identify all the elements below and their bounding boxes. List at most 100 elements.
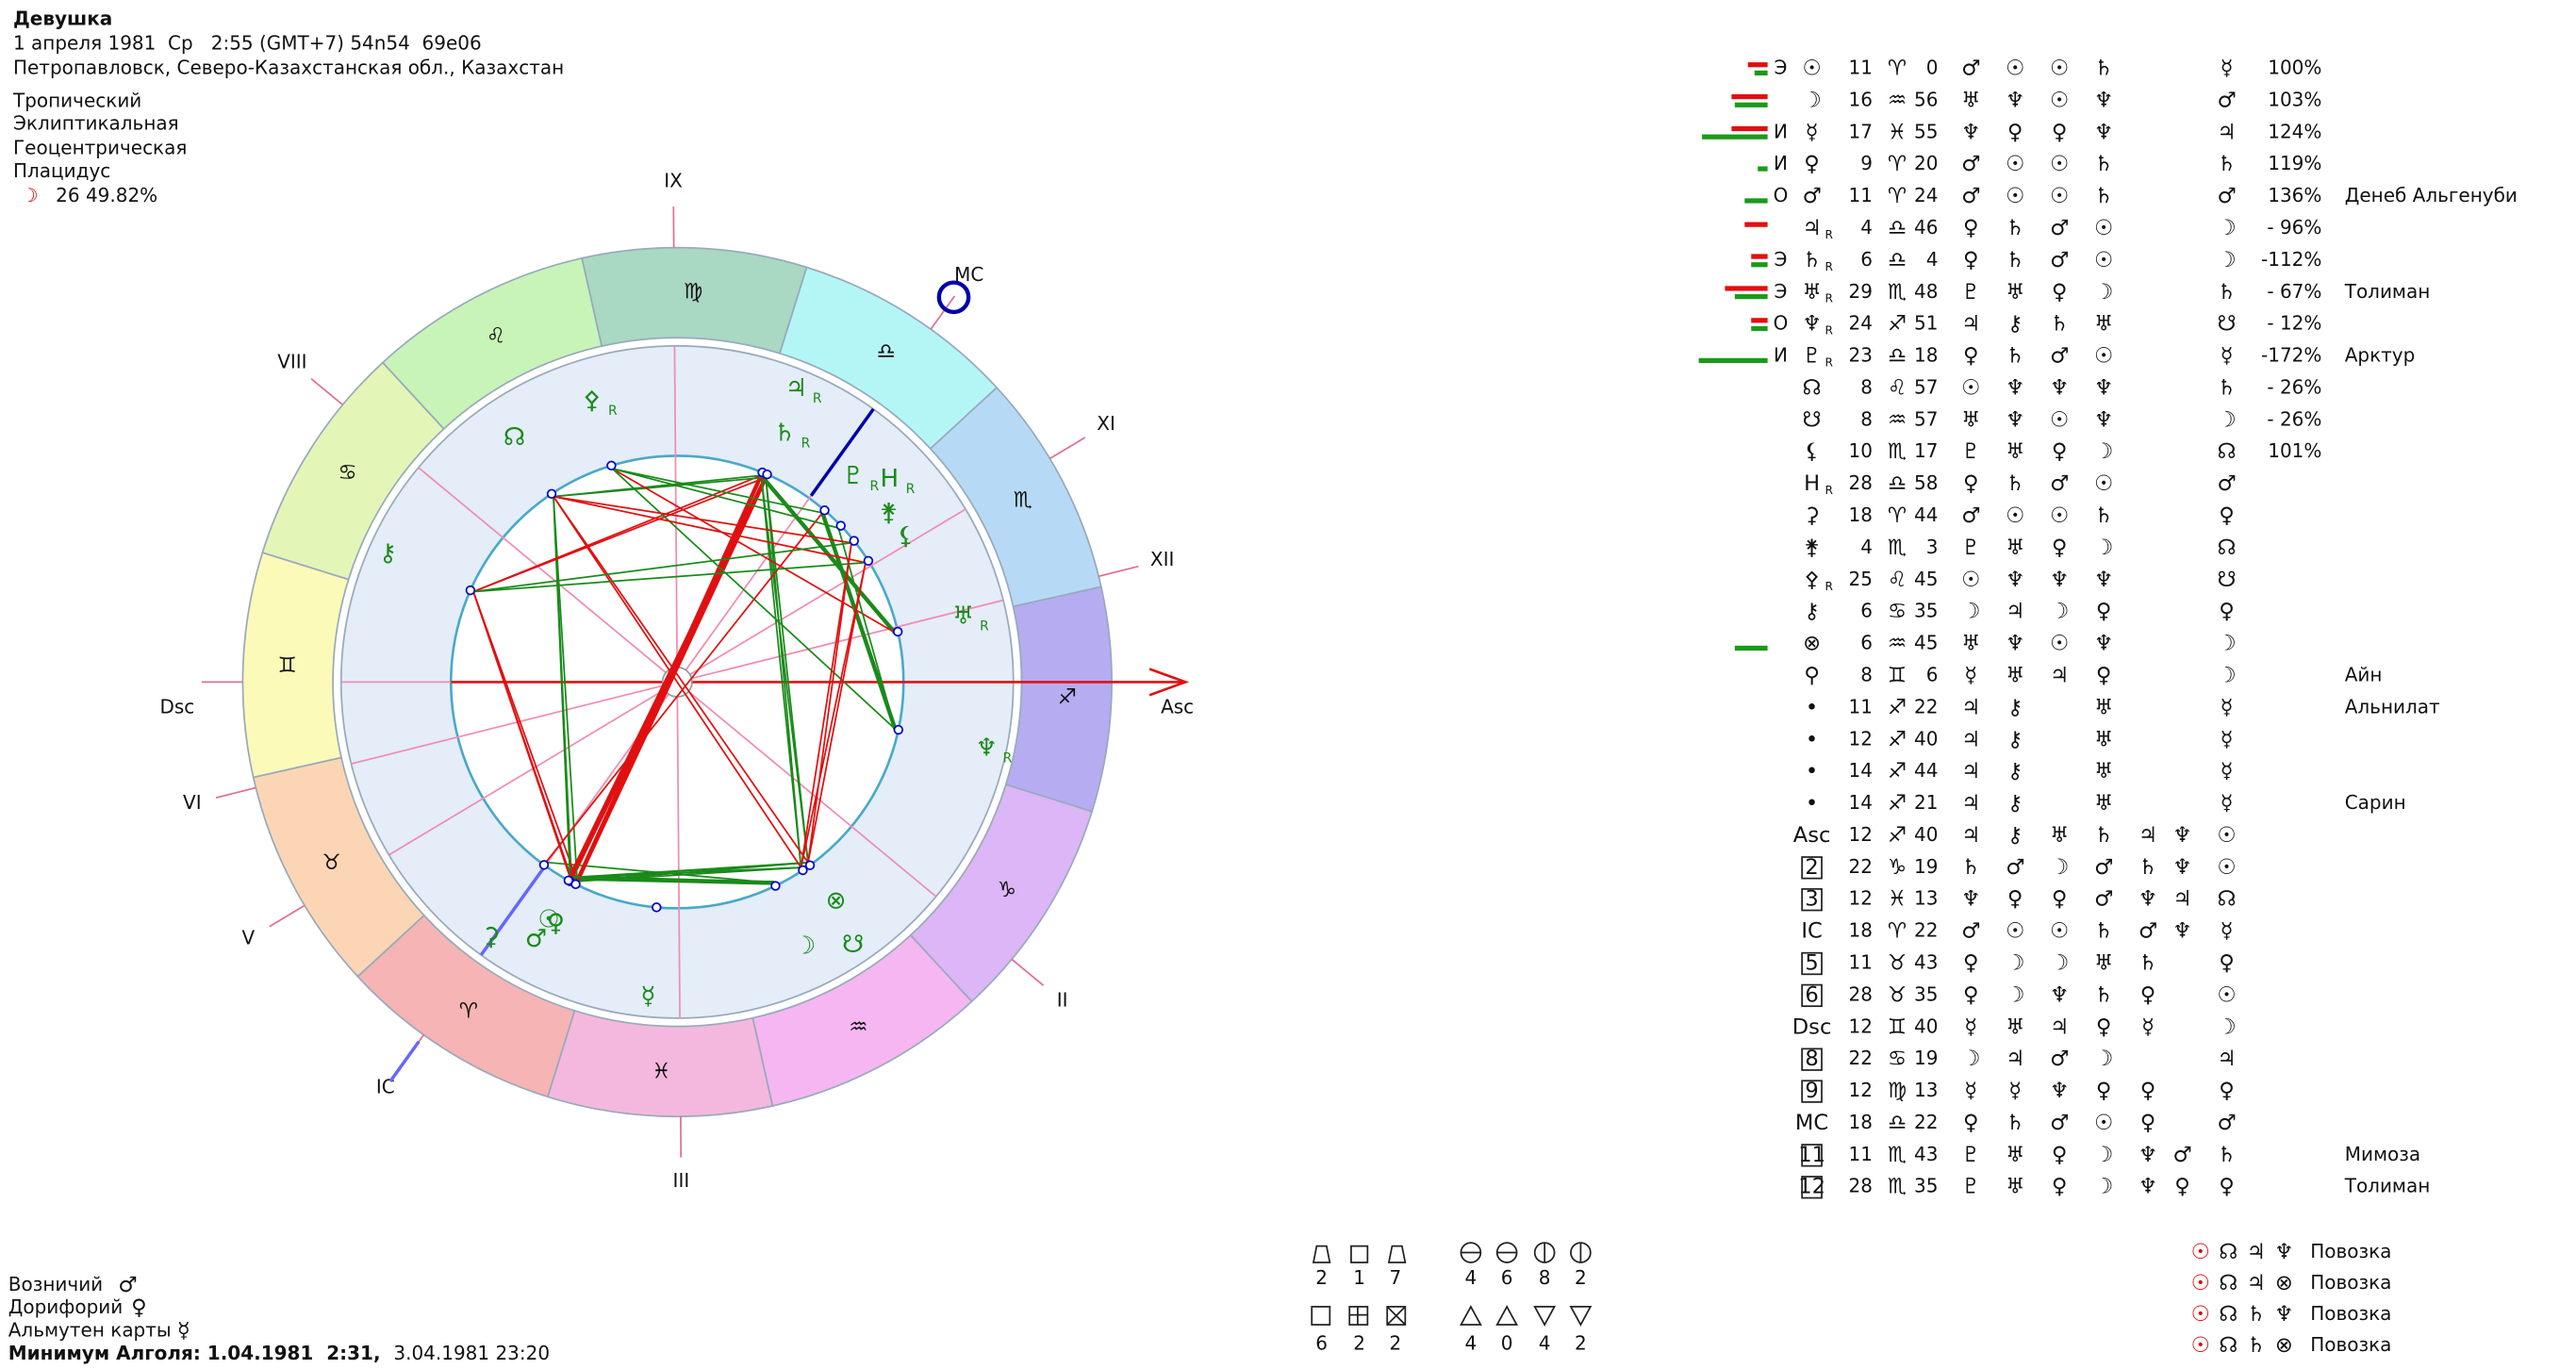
ruler: ♅: [2094, 950, 2113, 975]
sign: ♐: [1888, 759, 1907, 783]
ruler: ☉: [2094, 216, 2113, 240]
sign: ♐: [1888, 695, 1907, 719]
star: Арктур: [2345, 344, 2416, 367]
row-body: 2: [1805, 855, 1818, 880]
house-label: XI: [1097, 412, 1115, 435]
ruler: ♆: [1961, 887, 1980, 912]
ruler-extra: ♂: [2217, 1111, 2236, 1135]
ruler: ♃: [1961, 727, 1980, 751]
ruler-extra: ♆: [2172, 919, 2191, 944]
ruler: ☉: [2006, 919, 2024, 944]
ruler: ⚷: [2007, 727, 2023, 751]
ruler: ♀: [1963, 216, 1979, 240]
ruler-extra: ♆: [2138, 1175, 2157, 1199]
planet-dot: [893, 724, 904, 735]
aspect-line: [807, 542, 852, 864]
house-label: III: [673, 1169, 690, 1192]
ruler: ♂: [2006, 855, 2024, 880]
almuten: ☿: [2221, 759, 2234, 783]
star: Мимоза: [2345, 1143, 2420, 1165]
row-body: ⚳: [1804, 503, 1820, 528]
ruler: ♀: [2096, 1014, 2112, 1039]
planet-dot: [804, 860, 816, 870]
strength-bar: [1734, 102, 1768, 107]
ruler: ♀: [2096, 663, 2112, 687]
pattern-count: 2: [1353, 1331, 1365, 1354]
planet-dot: [652, 902, 662, 913]
ruler-extra: ♆: [2172, 823, 2191, 848]
cart-glyph: ☊: [2219, 1271, 2237, 1295]
ruler: ☽: [2094, 536, 2113, 560]
cusp-tick: [269, 904, 305, 928]
cusp-line: [351, 684, 664, 765]
sign: ♑: [1888, 855, 1907, 880]
percent: 103%: [2268, 88, 2321, 110]
minute: 4: [1926, 248, 1939, 271]
ruler: ☉: [2050, 407, 2069, 432]
strength-bar: [1734, 294, 1768, 300]
row-tag: И: [1774, 344, 1788, 367]
place: Петропавловск, Северо-Казахстанская обл.…: [13, 57, 564, 79]
row-body: ♄: [1802, 248, 1821, 272]
cart-glyph: ☉: [2191, 1271, 2210, 1295]
almuten: ♄: [2217, 375, 2236, 400]
ruler: ♂: [2050, 216, 2069, 240]
row-body: 9: [1805, 1079, 1818, 1103]
ruler: ♆: [2094, 375, 2113, 400]
ruler: ♃: [1961, 312, 1980, 337]
ruler: ♄: [2006, 1111, 2024, 1135]
ruler: ♄: [2094, 823, 2113, 848]
house-box: [1801, 951, 1823, 976]
sign-glyph: ♑: [998, 878, 1016, 902]
ruler: ☉: [2094, 344, 2113, 369]
ruler: ♅: [1961, 407, 1980, 432]
sign-glyph: ♌: [487, 323, 505, 348]
row-body: 8: [1805, 1047, 1818, 1071]
ruler-extra: ♂: [2138, 919, 2157, 944]
retro: R: [1825, 356, 1833, 370]
row-body: MC: [1795, 1111, 1828, 1135]
ruler: ♅: [2094, 791, 2113, 816]
strength-bar: [1758, 166, 1768, 172]
ruler: ♄: [2094, 503, 2113, 528]
ruler: ♄: [2094, 184, 2113, 208]
ruler: ⚷: [2007, 823, 2023, 848]
ruler-extra: ☉: [2217, 823, 2236, 848]
row-tag: И: [1774, 120, 1788, 142]
planet-glyph: ☿: [641, 982, 656, 1011]
minute: 58: [1914, 471, 1938, 494]
ruler: ♃: [2050, 663, 2069, 687]
percent: - 26%: [2267, 407, 2321, 430]
row-body: ⚵: [1804, 536, 1820, 560]
aspect-line: [570, 862, 809, 879]
mc-ic-axis: [479, 867, 545, 956]
ruler: ♄: [2006, 344, 2024, 369]
minute: 51: [1914, 312, 1938, 335]
degree: 11: [1848, 1143, 1872, 1165]
sign-glyph: ♍: [684, 279, 702, 304]
cart-glyph: ☊: [2219, 1240, 2237, 1264]
ruler: ♂: [2050, 471, 2069, 496]
minute: 22: [1914, 919, 1938, 942]
star: Сарин: [2345, 791, 2406, 814]
planet-glyph: ☊: [504, 423, 525, 452]
pattern-icon: [1459, 1305, 1593, 1327]
almuten: ☽: [2217, 216, 2236, 240]
moon-value: 26 49.82%: [56, 184, 157, 206]
degree: 11: [1848, 57, 1872, 79]
footer-label: Дорифорий: [8, 1295, 124, 1318]
ruler: ♂: [2050, 248, 2069, 272]
planet-dot: [819, 505, 830, 516]
strength-bar: [1747, 62, 1768, 68]
percent: 119%: [2268, 152, 2321, 174]
degree: 8: [1860, 375, 1873, 398]
setting: Геоцентрическая: [13, 137, 187, 159]
ruler: ♄: [1961, 855, 1980, 880]
ruler: ♂: [2050, 1047, 2069, 1071]
ruler: ♅: [2006, 536, 2024, 560]
cart-glyph: ♆: [2274, 1240, 2293, 1264]
sign: ♓: [1888, 120, 1907, 144]
ruler: ♃: [2050, 1014, 2069, 1039]
aspect-line: [807, 562, 867, 864]
ruler: ♇: [1961, 439, 1980, 464]
